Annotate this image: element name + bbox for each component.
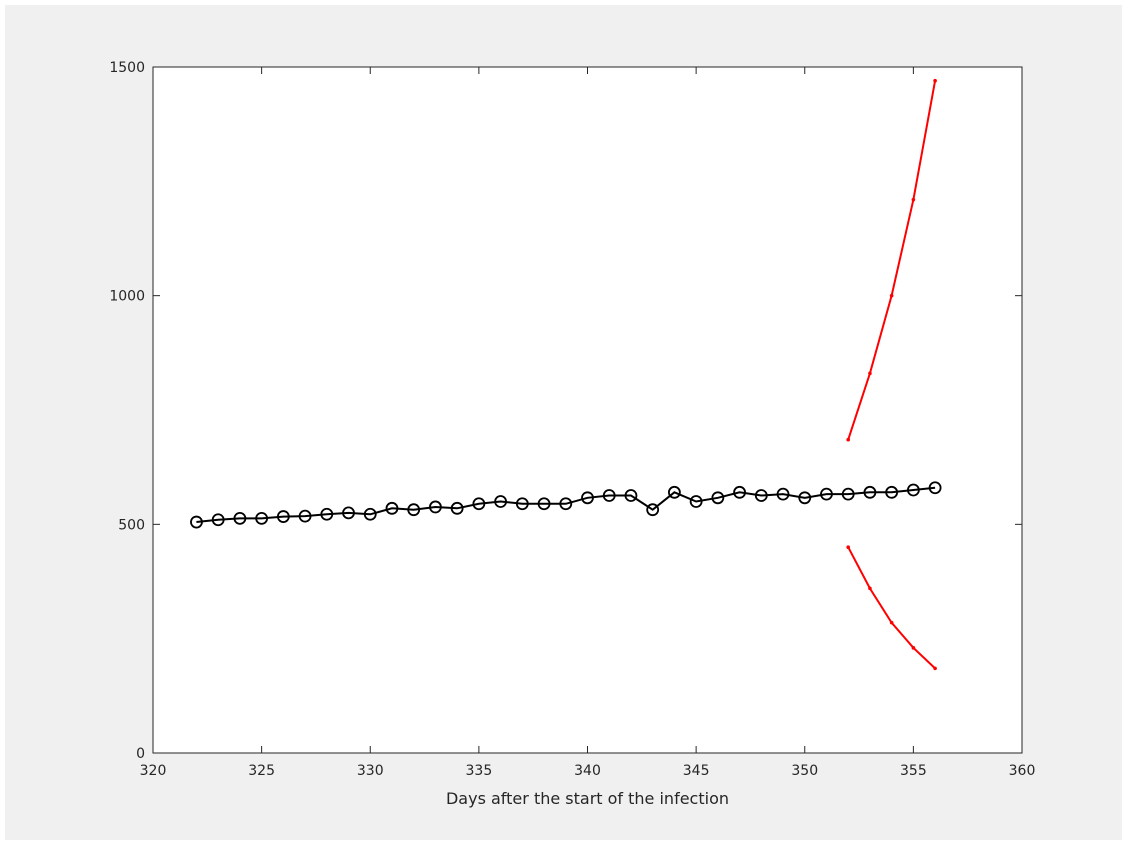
series-0 xyxy=(190,481,942,529)
series-2 xyxy=(846,545,937,671)
data-point xyxy=(385,501,399,515)
data-point xyxy=(911,197,916,202)
data-point xyxy=(668,485,681,499)
x-tick-label: 350 xyxy=(791,763,818,779)
data-point xyxy=(689,495,703,508)
x-tick-label: 360 xyxy=(1009,763,1036,779)
data-point xyxy=(298,509,312,523)
x-tick-label: 340 xyxy=(574,763,601,779)
data-point xyxy=(320,507,334,521)
data-point xyxy=(863,485,877,499)
data-point xyxy=(211,513,225,527)
data-point xyxy=(733,485,746,499)
x-tick-label: 355 xyxy=(900,763,927,779)
data-point xyxy=(624,489,638,502)
data-point xyxy=(559,497,573,511)
data-point xyxy=(846,437,850,442)
data-point xyxy=(798,491,812,505)
data-point xyxy=(820,487,833,501)
data-point xyxy=(276,510,290,523)
data-point xyxy=(646,503,660,517)
data-point xyxy=(537,497,551,511)
x-tick-label: 335 xyxy=(466,763,493,779)
data-point xyxy=(906,483,920,497)
data-point xyxy=(472,497,486,511)
data-point xyxy=(889,293,894,298)
y-tick-label: 500 xyxy=(118,517,145,533)
data-point xyxy=(711,491,725,505)
data-point xyxy=(846,545,850,549)
data-point xyxy=(255,511,269,525)
data-point xyxy=(776,487,790,501)
x-tick-label: 330 xyxy=(357,763,384,779)
data-point xyxy=(928,481,942,495)
y-tick-label: 1000 xyxy=(109,289,145,305)
data-point xyxy=(911,646,916,650)
x-tick-label: 325 xyxy=(248,763,275,779)
data-point xyxy=(494,495,508,508)
data-point xyxy=(515,497,529,511)
data-point xyxy=(581,491,594,505)
data-point xyxy=(889,620,894,625)
y-tick-label: 0 xyxy=(136,746,145,762)
data-point xyxy=(342,506,355,520)
plot-area xyxy=(152,66,1023,754)
data-point xyxy=(885,485,899,499)
data-point xyxy=(190,515,203,529)
data-point xyxy=(841,487,855,501)
data-point xyxy=(602,489,616,502)
series-line xyxy=(196,486,936,523)
data-point xyxy=(868,586,872,591)
data-point xyxy=(407,503,421,517)
data-point xyxy=(429,500,442,514)
data-point xyxy=(450,501,464,515)
data-point xyxy=(933,666,937,671)
series-layer xyxy=(190,78,942,671)
x-axis: 320 325 330 335 340 345 350 355 360 xyxy=(140,67,1036,779)
x-tick-label: 320 xyxy=(140,763,167,779)
data-point xyxy=(233,511,247,525)
data-point xyxy=(868,371,872,376)
x-axis-title: Days after the start of the infection xyxy=(446,789,729,808)
y-tick-label: 1500 xyxy=(109,60,145,76)
y-axis: 0 500 1000 1500 xyxy=(109,60,1022,762)
x-tick-label: 345 xyxy=(683,763,710,779)
data-point xyxy=(933,78,937,83)
data-point xyxy=(363,507,377,521)
series-1 xyxy=(846,78,937,442)
data-point xyxy=(754,489,768,502)
